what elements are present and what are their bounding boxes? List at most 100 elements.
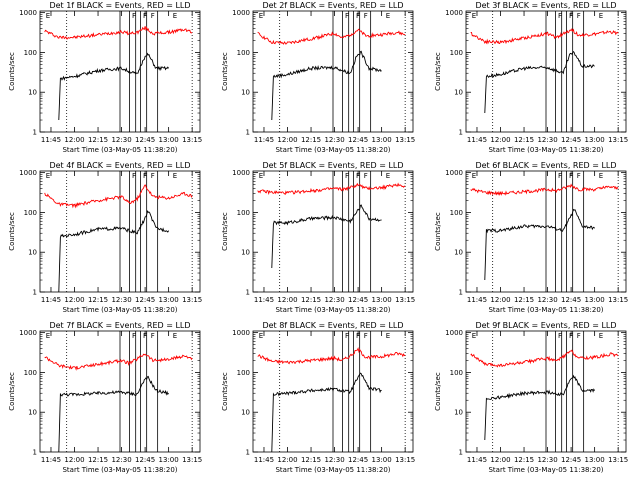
x-tick-label: 12:00 <box>490 456 510 464</box>
x-tick-label: 11:45 <box>467 456 487 464</box>
flag-letter: F <box>356 332 360 340</box>
panel-title: Det 6f BLACK = Events, RED = LLD <box>475 161 616 170</box>
flag-letter: E <box>259 12 263 20</box>
y-axis-label: Counts/sec <box>8 372 16 411</box>
flag-letter: E <box>173 332 177 340</box>
y-axis-label: Counts/sec <box>221 212 229 251</box>
y-tick-label: 1000 <box>445 9 463 17</box>
flag-letter: F <box>345 332 349 340</box>
x-tick-label: 12:00 <box>490 136 510 144</box>
flag-letter: F <box>558 12 562 20</box>
x-tick-label: 13:00 <box>372 456 392 464</box>
y-axis-label: Counts/sec <box>434 212 442 251</box>
y-tick-label: 100 <box>24 369 37 377</box>
panel-title: Det 7f BLACK = Events, RED = LLD <box>49 321 190 330</box>
x-tick-label: 12:30 <box>324 456 344 464</box>
y-tick-label: 100 <box>24 49 37 57</box>
panel-title: Det 5f BLACK = Events, RED = LLD <box>262 161 403 170</box>
y-axis-label: Counts/sec <box>8 212 16 251</box>
y-axis-label: Counts/sec <box>434 52 442 91</box>
x-tick-label: 13:00 <box>159 296 179 304</box>
flag-letter: E <box>386 332 390 340</box>
panel-det-6: Det 6f BLACK = Events, RED = LLD 1 10 100 10… <box>434 161 628 314</box>
x-tick-label: 12:00 <box>277 136 297 144</box>
flag-letter: F <box>345 12 349 20</box>
flag-letter: F <box>356 12 360 20</box>
x-tick-label: 13:15 <box>608 456 628 464</box>
y-tick-label: 10 <box>28 409 37 417</box>
flag-letter: F <box>151 12 155 20</box>
x-tick-label: 12:00 <box>277 296 297 304</box>
lld-series-line <box>44 353 193 371</box>
x-tick-label: 13:15 <box>395 136 415 144</box>
x-tick-label: 12:30 <box>111 456 131 464</box>
x-tick-label: 12:45 <box>348 136 368 144</box>
y-tick-label: 1 <box>33 129 37 137</box>
lld-series-line <box>44 26 193 40</box>
x-tick-label: 12:15 <box>514 296 534 304</box>
x-tick-label: 11:45 <box>41 136 61 144</box>
events-series-line <box>58 375 169 453</box>
x-tick-label: 12:45 <box>348 296 368 304</box>
x-tick-label: 12:00 <box>64 456 84 464</box>
y-tick-label: 1000 <box>232 9 250 17</box>
x-tick-label: 11:45 <box>41 296 61 304</box>
y-tick-label: 100 <box>24 209 37 217</box>
panel-title: Det 8f BLACK = Events, RED = LLD <box>262 321 403 330</box>
x-tick-label: 13:15 <box>608 136 628 144</box>
x-tick-label: 12:45 <box>135 136 155 144</box>
events-series-line <box>271 204 382 269</box>
panel-title: Det 9f BLACK = Events, RED = LLD <box>475 321 616 330</box>
y-tick-label: 100 <box>450 369 463 377</box>
x-tick-label: 12:15 <box>514 136 534 144</box>
flag-letter: F <box>577 12 581 20</box>
x-axis-label: Start Time (03-May-05 11:38:20) <box>62 466 177 474</box>
panel-title: Det 4f BLACK = Events, RED = LLD <box>49 161 190 170</box>
y-tick-label: 1 <box>246 289 250 297</box>
x-tick-label: 13:15 <box>182 136 202 144</box>
flag-letter: F <box>345 172 349 180</box>
flag-letter: E <box>259 172 263 180</box>
panel-title: Det 3f BLACK = Events, RED = LLD <box>475 1 616 10</box>
y-axis-label: Counts/sec <box>221 52 229 91</box>
lld-series-line <box>470 183 619 196</box>
flag-letter: F <box>151 332 155 340</box>
flag-letter: F <box>151 172 155 180</box>
events-series-line <box>58 210 169 293</box>
x-axis-label: Start Time (03-May-05 11:38:20) <box>488 466 603 474</box>
x-tick-label: 12:45 <box>561 136 581 144</box>
y-tick-label: 10 <box>241 409 250 417</box>
x-tick-label: 13:15 <box>182 296 202 304</box>
panel-det-1: Det 1f BLACK = Events, RED = LLD 1 10 100 10… <box>8 1 202 154</box>
panel-det-9: Det 9f BLACK = Events, RED = LLD 1 10 100 10… <box>434 321 628 474</box>
flag-letter: F <box>569 332 573 340</box>
x-tick-label: 13:00 <box>585 136 605 144</box>
lld-series-line <box>257 347 406 365</box>
x-tick-label: 12:30 <box>537 456 557 464</box>
x-axis-label: Start Time (03-May-05 11:38:20) <box>275 306 390 314</box>
x-tick-label: 11:45 <box>254 456 274 464</box>
x-axis-label: Start Time (03-May-05 11:38:20) <box>62 146 177 154</box>
x-tick-label: 13:00 <box>372 136 392 144</box>
y-tick-label: 1000 <box>445 329 463 337</box>
flag-letter: E <box>259 332 263 340</box>
x-tick-label: 13:00 <box>159 456 179 464</box>
panel-det-5: Det 5f BLACK = Events, RED = LLD 1 10 100 10… <box>221 161 415 314</box>
x-tick-label: 11:45 <box>254 136 274 144</box>
panel-det-8: Det 8f BLACK = Events, RED = LLD 1 10 100 10… <box>221 321 415 474</box>
x-tick-label: 12:45 <box>135 456 155 464</box>
x-tick-label: 12:00 <box>277 456 297 464</box>
flag-letter: F <box>356 172 360 180</box>
lld-series-line <box>470 28 619 45</box>
y-tick-label: 1000 <box>232 329 250 337</box>
x-tick-label: 12:45 <box>561 296 581 304</box>
x-tick-label: 11:45 <box>41 456 61 464</box>
x-axis-label: Start Time (03-May-05 11:38:20) <box>275 146 390 154</box>
y-tick-label: 1000 <box>19 329 37 337</box>
x-axis-label: Start Time (03-May-05 11:38:20) <box>488 146 603 154</box>
x-tick-label: 12:15 <box>88 456 108 464</box>
y-axis-label: Counts/sec <box>221 372 229 411</box>
x-tick-label: 12:45 <box>348 456 368 464</box>
flag-letter: F <box>558 332 562 340</box>
flag-letter: E <box>386 172 390 180</box>
